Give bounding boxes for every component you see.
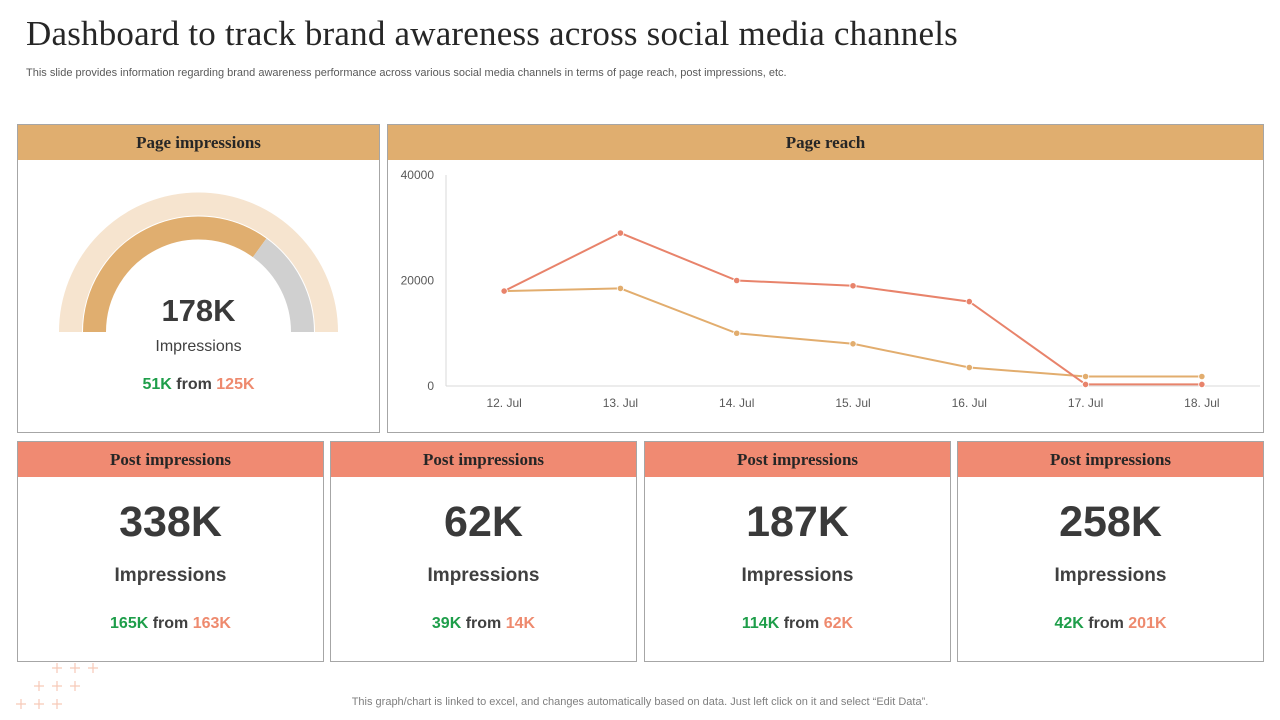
post-card-value: 258K (1059, 498, 1162, 546)
post-card-value: 338K (119, 498, 222, 546)
post-card-target: 201K (1128, 615, 1167, 632)
series-point-2 (616, 284, 625, 293)
series-point-2 (733, 329, 741, 337)
y-tick-label: 40000 (401, 168, 435, 182)
gauge-current: 51K (142, 376, 172, 393)
y-tick-label: 0 (427, 379, 434, 393)
x-tick-label: 13. Jul (603, 396, 638, 410)
post-card-current: 114K (741, 615, 780, 632)
series-point-2 (849, 340, 857, 348)
gauge-fill (83, 216, 267, 333)
gauge-remainder (252, 238, 314, 333)
page-reach-chart: 0 20000 40000 12. Jul 13. Jul 14. Jul 15. Jul 1… (401, 168, 1260, 410)
gauge-container: 178K Impressions 51K from 125K (18, 160, 379, 432)
series-point-1 (733, 276, 741, 285)
series-point-1 (500, 287, 508, 295)
series-point-1 (1081, 380, 1090, 389)
footer-note: This graph/chart is linked to excel, and… (351, 696, 929, 708)
post-impressions-card-4: Post impressions 258K Impressions 42K fr… (957, 441, 1264, 662)
series-line-1 (503, 231, 1202, 386)
x-tick-label: 15. Jul (835, 396, 870, 410)
post-card-from-word: from (465, 615, 502, 632)
series-point-2 (1081, 372, 1090, 381)
post-card-current: 39K (431, 615, 462, 632)
post-card-current: 165K (110, 615, 149, 632)
post-impressions-card-1: Post impressions 338K Impressions 165K f… (17, 441, 324, 662)
post-card-target: 62K (823, 615, 854, 632)
post-card-header: Post impressions (958, 442, 1263, 477)
post-card-target: 14K (505, 615, 536, 632)
gauge-label: Impressions (155, 338, 242, 355)
post-card-label: Impressions (1054, 565, 1167, 586)
post-card-header: Post impressions (331, 442, 636, 477)
post-card-label: Impressions (427, 565, 540, 586)
post-card-label: Impressions (114, 565, 227, 586)
page-impressions-header: Page impressions (18, 125, 379, 160)
series-point-1 (1198, 380, 1206, 389)
gauge-track (59, 192, 338, 333)
post-card-value: 187K (746, 498, 849, 546)
x-tick-label: 12. Jul (486, 396, 521, 410)
page-subtitle: This slide provides information regardin… (26, 67, 787, 79)
gauge-value: 178K (161, 293, 236, 328)
series-point-1 (965, 298, 973, 306)
post-card-value: 62K (444, 498, 523, 546)
series-point-2 (965, 363, 973, 372)
post-impressions-card-3: Post impressions 187K Impressions 114K f… (644, 441, 951, 662)
page-reach-header: Page reach (388, 125, 1263, 160)
impressions-gauge (59, 192, 338, 333)
post-card-from-word: from (1088, 615, 1124, 632)
post-card-label: Impressions (741, 565, 854, 586)
page-reach-panel: Page reach 0 20000 40000 12. Jul 13. Jul 14. … (387, 124, 1264, 433)
post-card-header: Post impressions (18, 442, 323, 477)
series-point-1 (849, 282, 857, 290)
gauge-comparison: 51K from 125K (18, 376, 379, 394)
post-card-target: 163K (192, 615, 231, 632)
series-line-2 (504, 287, 1202, 378)
x-tick-label: 18. Jul (1184, 396, 1219, 410)
post-card-comparison: 114K from 62K (645, 615, 950, 633)
gauge-from-word: from (176, 376, 212, 393)
decorative-crosses (16, 663, 98, 709)
x-tick-label: 16. Jul (952, 396, 987, 410)
post-card-from-word: from (783, 615, 820, 632)
gauge-target: 125K (216, 376, 255, 393)
post-card-header: Post impressions (645, 442, 950, 477)
post-card-from-word: from (152, 615, 189, 632)
post-impressions-card-2: Post impressions 62K Impressions 39K fro… (330, 441, 637, 662)
page-impressions-panel: Page impressions 178K Impressions 51K fr… (17, 124, 380, 433)
x-tick-label: 17. Jul (1068, 396, 1103, 410)
y-tick-label: 20000 (401, 274, 435, 288)
page-title: Dashboard to track brand awareness acros… (26, 14, 958, 53)
x-tick-label: 14. Jul (719, 396, 754, 410)
post-card-current: 42K (1054, 615, 1084, 632)
series-point-2 (1198, 372, 1206, 381)
series-point-1 (616, 229, 625, 237)
post-card-comparison: 165K from 163K (18, 615, 323, 633)
post-card-comparison: 39K from 14K (331, 615, 636, 633)
post-card-comparison: 42K from 201K (958, 615, 1263, 633)
